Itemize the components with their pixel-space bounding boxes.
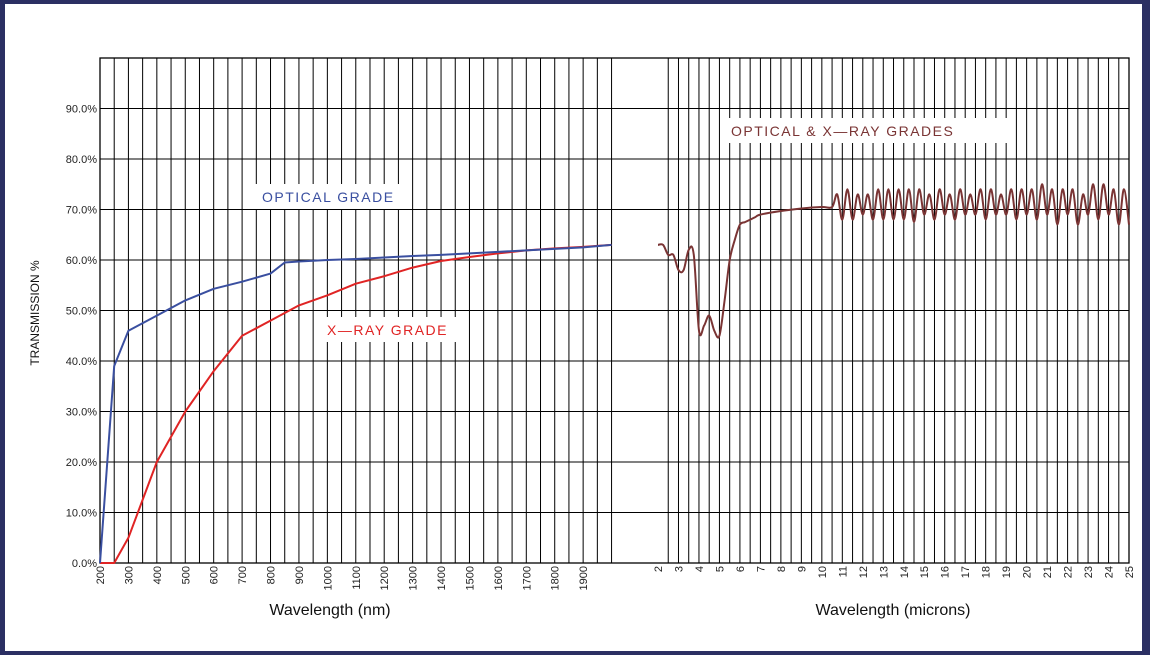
x-tick-label-microns: 8 bbox=[776, 566, 788, 572]
y-tick-label: 60.0% bbox=[66, 255, 97, 267]
x-tick-label-microns: 7 bbox=[755, 566, 767, 572]
annotation-both: OPTICAL & X—RAY GRADES bbox=[731, 123, 954, 139]
x-tick-label-microns: 12 bbox=[858, 566, 870, 578]
x-tick-label-microns: 19 bbox=[1001, 566, 1013, 578]
x-tick-label-nm: 1400 bbox=[436, 566, 448, 590]
y-tick-label: 0.0% bbox=[72, 558, 97, 570]
x-tick-label-nm: 200 bbox=[95, 566, 107, 584]
x-tick-label-microns: 18 bbox=[981, 566, 993, 578]
x-tick-label-nm: 1000 bbox=[322, 566, 334, 590]
x-tick-label-nm: 1800 bbox=[550, 566, 562, 590]
y-tick-label: 10.0% bbox=[66, 508, 97, 520]
series-lines bbox=[99, 183, 1130, 564]
transmission-chart: 0.0% 10.0% 20.0% 30.0% 40.0% 50.0% 60.0% 70.0% 8… bbox=[28, 57, 1136, 619]
x-tick-label-microns: 23 bbox=[1083, 566, 1095, 578]
x-tick-label-microns: 9 bbox=[796, 566, 808, 572]
x-tick-labels: 200 300 400 500 600 700 800 900 1000 1100 1200 1300… bbox=[95, 566, 1136, 590]
x-tick-label-nm: 1200 bbox=[379, 566, 391, 590]
x-tick-label-nm: 1600 bbox=[493, 566, 505, 590]
x-tick-label-microns: 25 bbox=[1124, 566, 1136, 578]
y-tick-label: 40.0% bbox=[66, 356, 97, 368]
y-tick-label: 80.0% bbox=[66, 154, 97, 166]
annotation-box-xray bbox=[317, 317, 465, 342]
x-tick-label-nm: 400 bbox=[152, 566, 164, 584]
x-tick-label-microns: 16 bbox=[940, 566, 952, 578]
x-tick-label-microns: 2 bbox=[653, 566, 665, 572]
y-tick-label: 90.0% bbox=[66, 104, 97, 116]
y-tick-label: 50.0% bbox=[66, 306, 97, 318]
x-tick-label-microns: 4 bbox=[694, 566, 706, 572]
x-tick-label-nm: 800 bbox=[266, 566, 278, 584]
annotation-optical: OPTICAL GRADE bbox=[262, 189, 395, 205]
x-tick-label-microns: 11 bbox=[837, 566, 849, 577]
y-tick-label: 20.0% bbox=[66, 457, 97, 469]
x-tick-label-nm: 300 bbox=[123, 566, 135, 584]
x-tick-label-microns: 10 bbox=[817, 566, 829, 578]
x-tick-label-nm: 500 bbox=[180, 566, 192, 584]
x-tick-label-microns: 20 bbox=[1022, 566, 1034, 578]
x-tick-label-microns: 17 bbox=[960, 566, 972, 578]
x-tick-label-nm: 1500 bbox=[464, 566, 476, 590]
x-tick-label-microns: 24 bbox=[1104, 566, 1116, 578]
y-tick-label: 30.0% bbox=[66, 407, 97, 419]
annotation-xray: X—RAY GRADE bbox=[327, 322, 448, 338]
x-tick-label-microns: 3 bbox=[673, 566, 685, 572]
x-tick-label-nm: 600 bbox=[209, 566, 221, 584]
x-tick-label-microns: 21 bbox=[1042, 566, 1054, 578]
annotations: OPTICAL GRADE X—RAY GRADE OPTICAL & X—RAY … bbox=[252, 118, 1009, 342]
x-tick-label-microns: 22 bbox=[1063, 566, 1075, 578]
x-tick-label-nm: 900 bbox=[294, 566, 306, 584]
series-line-optical bbox=[99, 243, 612, 564]
x-tick-label-nm: 700 bbox=[237, 566, 249, 584]
x-tick-label-nm: 1700 bbox=[521, 566, 533, 590]
annotation-box-both bbox=[721, 118, 1009, 143]
x-tick-label-microns: 5 bbox=[714, 566, 726, 572]
x-axis-title-nm: Wavelength (nm) bbox=[269, 602, 390, 619]
x-tick-label-microns: 15 bbox=[919, 566, 931, 578]
y-tick-labels: 0.0% 10.0% 20.0% 30.0% 40.0% 50.0% 60.0% 70.0% 8… bbox=[66, 104, 97, 571]
y-axis-title: TRANSMISSION % bbox=[28, 260, 42, 366]
x-tick-label-nm: 1300 bbox=[408, 566, 420, 590]
x-tick-label-microns: 13 bbox=[878, 566, 890, 578]
x-tick-label-nm: 1100 bbox=[351, 566, 363, 590]
x-axis-title-microns: Wavelength (microns) bbox=[815, 602, 970, 619]
series-line-both bbox=[657, 183, 1130, 339]
annotation-box-optical bbox=[252, 184, 412, 209]
x-tick-label-microns: 6 bbox=[735, 566, 747, 572]
y-tick-label: 70.0% bbox=[66, 205, 97, 217]
x-tick-label-microns: 14 bbox=[899, 566, 911, 578]
x-tick-label-nm: 1900 bbox=[578, 566, 590, 590]
